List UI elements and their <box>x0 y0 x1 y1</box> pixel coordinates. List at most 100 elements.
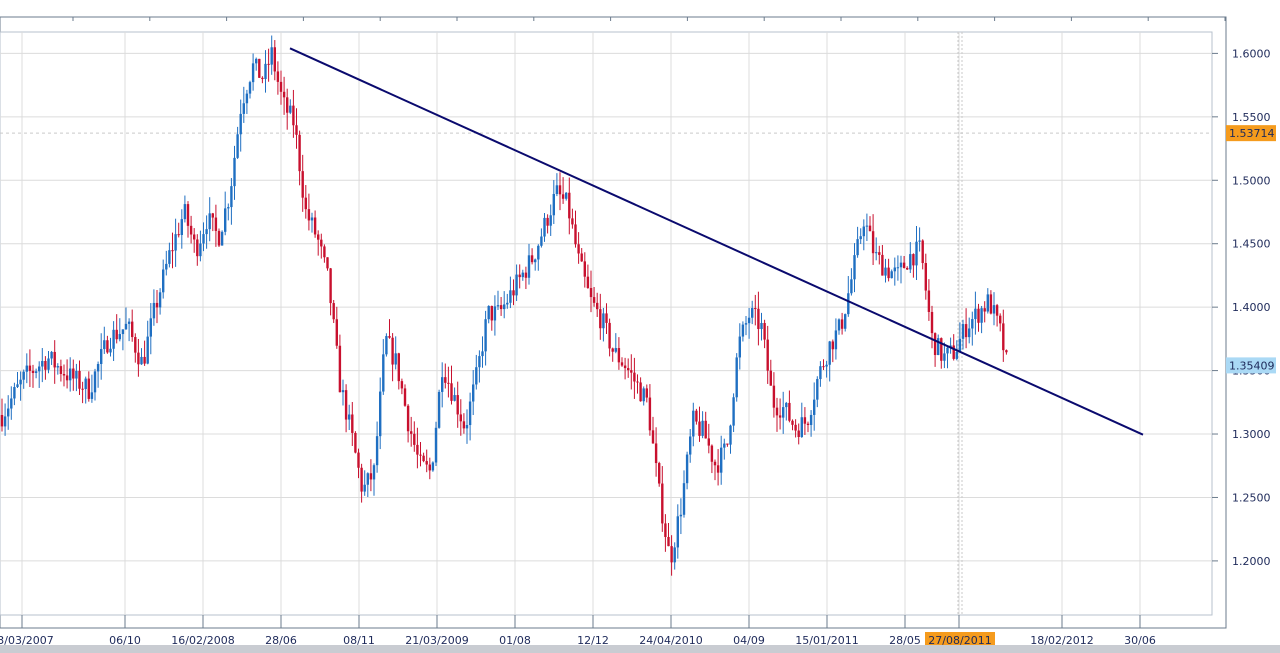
candle-up <box>118 334 121 340</box>
candle-down <box>831 341 834 350</box>
candle-up <box>10 398 13 409</box>
candle-up <box>943 353 946 361</box>
candle-down <box>930 311 934 334</box>
candle-up <box>527 255 531 278</box>
candle-up <box>549 215 552 226</box>
candle-down <box>459 414 462 422</box>
candle-up <box>239 113 242 135</box>
candle-down <box>530 255 534 263</box>
candle-down <box>627 368 630 371</box>
candle-up <box>537 245 540 260</box>
candle-down <box>707 438 710 446</box>
candle-up <box>834 330 838 350</box>
candle-down <box>952 345 955 359</box>
candle-down <box>887 267 890 279</box>
candle-up <box>465 425 469 429</box>
candle-up <box>75 370 78 379</box>
candle-up <box>22 371 25 380</box>
candle-down <box>462 421 466 429</box>
candle-up <box>264 63 267 80</box>
candle-up <box>109 348 112 353</box>
candle-down <box>137 352 140 365</box>
horizontal-line-label: 1.53714 <box>1229 127 1275 140</box>
candle-down <box>357 452 360 468</box>
candle-down <box>1002 323 1005 351</box>
candle-down <box>78 370 81 389</box>
candle-down <box>87 378 90 399</box>
candle-down <box>977 308 980 323</box>
candle-up <box>16 384 19 388</box>
candle-up <box>25 365 28 372</box>
candle-down <box>391 337 394 365</box>
candle-down <box>608 322 611 349</box>
candle-down <box>912 254 915 266</box>
candle-down <box>62 373 66 376</box>
candle-down <box>661 483 664 524</box>
candle-down <box>518 274 521 278</box>
candle-up <box>208 213 211 230</box>
candle-up <box>732 397 735 426</box>
candle-down <box>989 294 993 314</box>
candle-down <box>788 402 791 421</box>
bottom-scrollbar[interactable] <box>0 645 1280 653</box>
candle-up <box>180 219 183 235</box>
y-tick-label: 1.2500 <box>1232 491 1271 504</box>
candle-down <box>769 370 772 386</box>
candle-up <box>844 314 847 329</box>
candle-up <box>168 250 171 264</box>
candle-down <box>940 338 943 361</box>
candle-down <box>933 333 937 356</box>
candle-up <box>785 402 788 408</box>
candle-down <box>53 351 56 368</box>
candle-down <box>710 445 714 462</box>
candle-up <box>487 305 490 320</box>
candle-up <box>233 157 236 187</box>
candle-down <box>413 433 416 445</box>
candle-down <box>878 252 881 255</box>
candle-down <box>131 321 134 338</box>
candle-up <box>236 134 239 158</box>
candle-down <box>775 407 779 416</box>
candle-up <box>853 255 856 280</box>
horizontal-line-tag <box>1226 125 1276 142</box>
candle-up <box>34 371 38 373</box>
candle-up <box>289 105 292 113</box>
candle-down <box>196 239 199 257</box>
candle-up <box>862 226 865 237</box>
candle-down <box>754 308 757 310</box>
candle-up <box>825 364 828 367</box>
candle-down <box>134 337 137 353</box>
candle-up <box>918 240 921 242</box>
candle-up <box>431 462 435 471</box>
candle-up <box>800 417 803 437</box>
candle-down <box>320 239 323 247</box>
candle-up <box>816 379 819 400</box>
candle-up <box>515 274 518 296</box>
candle-up <box>363 484 366 492</box>
candle-down <box>658 463 661 484</box>
candle-down <box>713 461 717 466</box>
candle-down <box>772 385 776 408</box>
candle-up <box>747 317 751 324</box>
candle-down <box>0 414 4 427</box>
candle-down <box>586 276 590 289</box>
candle-down <box>921 240 924 264</box>
candle-up <box>270 47 273 65</box>
current-price-tag <box>1226 357 1276 374</box>
candle-down <box>416 444 419 455</box>
x-tick-label: 04/09 <box>733 634 765 645</box>
candle-up <box>183 204 187 220</box>
y-tick-label: 1.5500 <box>1232 111 1271 124</box>
candle-down <box>115 329 118 340</box>
candle-down <box>999 315 1002 324</box>
candle-down <box>695 410 698 422</box>
candle-down <box>881 254 884 276</box>
candle-down <box>155 302 159 308</box>
candle-down <box>422 455 425 462</box>
candle-down <box>295 125 298 135</box>
candle-up <box>227 207 230 209</box>
candle-down <box>822 366 825 368</box>
candle-down <box>791 420 794 425</box>
highlighted-date-label: 27/08/2011 <box>928 634 991 645</box>
